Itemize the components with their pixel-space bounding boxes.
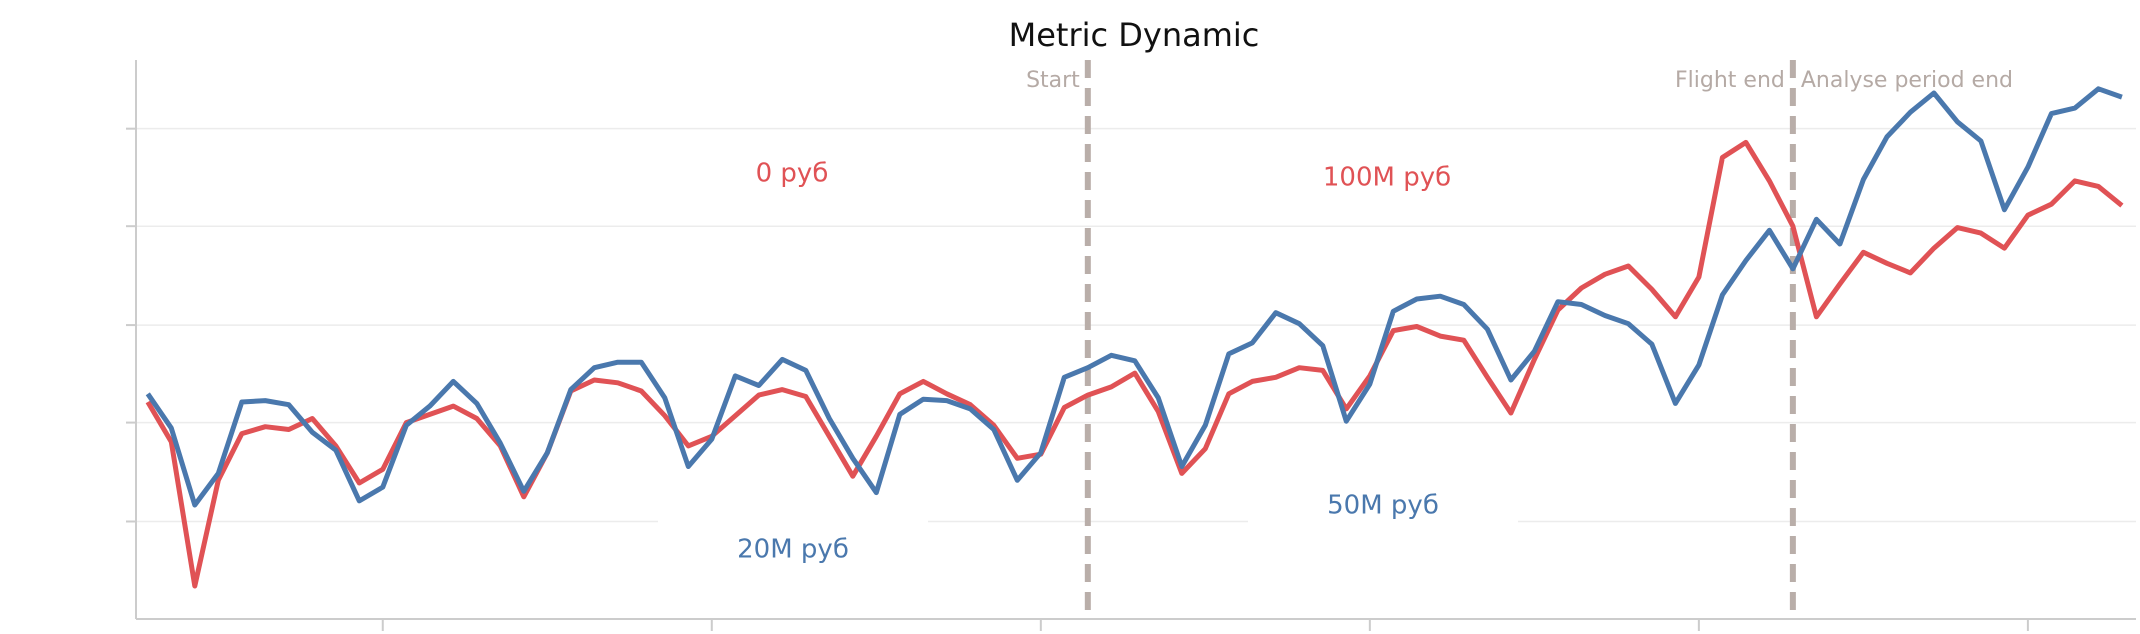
annotation-box	[1252, 144, 1522, 212]
annotation: 100M руб	[1323, 163, 1451, 193]
reference-label: Analyse period end	[1801, 68, 2013, 93]
annotation: 20M руб	[737, 535, 849, 565]
annotation-box	[1248, 472, 1518, 540]
annotation-box	[657, 140, 927, 208]
chart-title: Metric Dynamic	[1009, 16, 1260, 54]
series-line	[145, 86, 2123, 508]
reference-label: Flight end	[1675, 68, 1785, 93]
reference-label: Start	[1026, 68, 1080, 93]
series-line	[145, 139, 2124, 589]
annotation: 0 руб	[756, 159, 829, 189]
annotation-box	[658, 516, 928, 584]
annotation: 50M руб	[1327, 491, 1439, 521]
